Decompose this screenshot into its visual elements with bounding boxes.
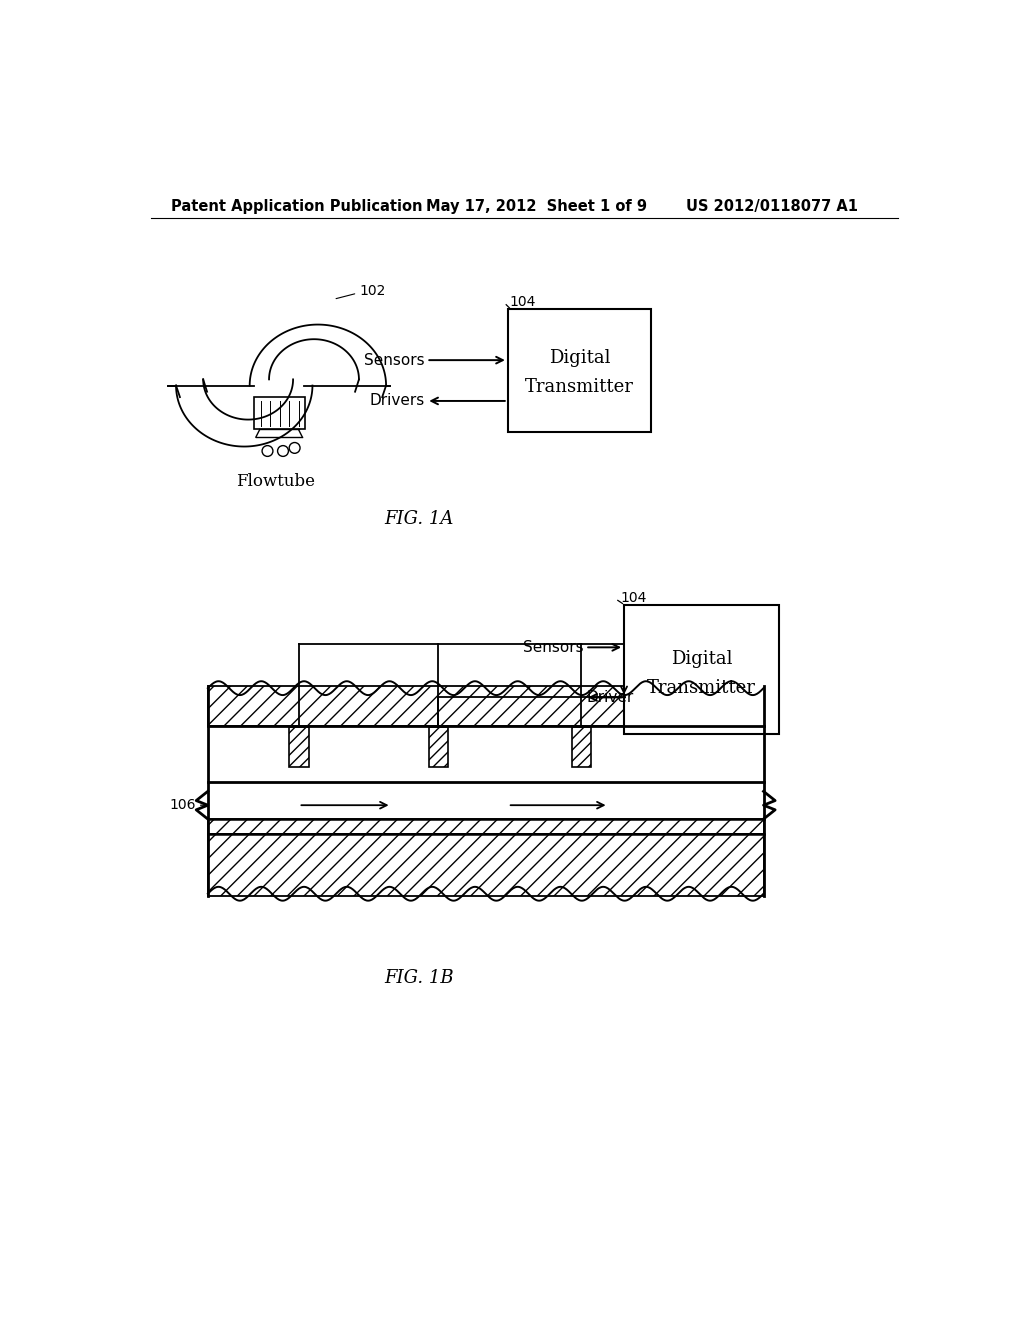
Text: 104: 104 xyxy=(509,296,536,309)
Text: Driver: Driver xyxy=(587,690,634,705)
Text: FIG. 1B: FIG. 1B xyxy=(384,969,454,987)
Text: Digital
Transmitter: Digital Transmitter xyxy=(647,649,756,697)
Text: US 2012/0118077 A1: US 2012/0118077 A1 xyxy=(686,198,858,214)
Bar xyxy=(208,818,764,834)
Text: May 17, 2012  Sheet 1 of 9: May 17, 2012 Sheet 1 of 9 xyxy=(426,198,647,214)
Bar xyxy=(508,309,651,432)
Text: Drivers: Drivers xyxy=(370,393,425,408)
Bar xyxy=(624,605,779,734)
Text: Patent Application Publication: Patent Application Publication xyxy=(171,198,422,214)
Bar xyxy=(208,834,764,896)
Bar xyxy=(289,727,308,767)
Text: FIG. 1A: FIG. 1A xyxy=(384,510,454,528)
Text: Flowtube: Flowtube xyxy=(236,474,314,490)
Bar xyxy=(429,727,449,767)
Bar xyxy=(254,397,305,429)
Text: 106: 106 xyxy=(170,799,197,812)
Text: 102: 102 xyxy=(359,284,385,298)
Bar xyxy=(572,727,592,767)
Text: Digital
Transmitter: Digital Transmitter xyxy=(525,348,634,396)
Text: 104: 104 xyxy=(621,591,646,605)
Bar xyxy=(208,686,764,726)
Text: Sensors: Sensors xyxy=(523,640,584,655)
Text: Sensors: Sensors xyxy=(365,352,425,368)
